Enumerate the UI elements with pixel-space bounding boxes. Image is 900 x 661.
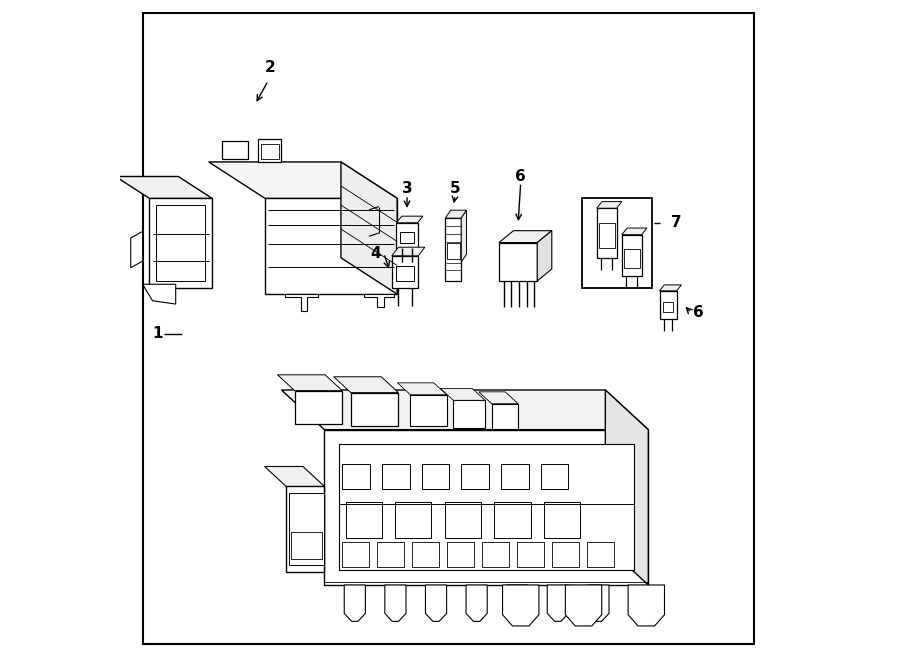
Polygon shape bbox=[446, 210, 466, 218]
Polygon shape bbox=[291, 532, 322, 559]
Polygon shape bbox=[518, 542, 544, 567]
Polygon shape bbox=[541, 463, 568, 488]
Polygon shape bbox=[446, 218, 461, 281]
Polygon shape bbox=[660, 291, 677, 319]
Polygon shape bbox=[282, 390, 648, 430]
Polygon shape bbox=[265, 198, 397, 294]
Polygon shape bbox=[494, 502, 531, 538]
Polygon shape bbox=[628, 585, 664, 626]
Polygon shape bbox=[502, 585, 539, 626]
Polygon shape bbox=[397, 227, 408, 254]
Polygon shape bbox=[395, 502, 431, 538]
Polygon shape bbox=[400, 232, 414, 243]
Text: 1: 1 bbox=[153, 327, 163, 341]
Polygon shape bbox=[392, 247, 425, 256]
Polygon shape bbox=[397, 216, 423, 223]
Polygon shape bbox=[156, 205, 205, 281]
Polygon shape bbox=[622, 228, 647, 235]
Polygon shape bbox=[547, 585, 569, 621]
Text: 3: 3 bbox=[401, 181, 412, 196]
Polygon shape bbox=[377, 542, 404, 567]
Polygon shape bbox=[466, 585, 487, 621]
Polygon shape bbox=[662, 302, 673, 312]
Polygon shape bbox=[115, 176, 212, 198]
Polygon shape bbox=[454, 401, 485, 428]
Polygon shape bbox=[209, 162, 397, 198]
Polygon shape bbox=[265, 467, 324, 486]
Polygon shape bbox=[446, 243, 460, 259]
Polygon shape bbox=[351, 393, 399, 426]
Polygon shape bbox=[342, 463, 370, 488]
Text: 2: 2 bbox=[265, 60, 275, 75]
Polygon shape bbox=[346, 502, 382, 538]
Polygon shape bbox=[491, 404, 518, 429]
Polygon shape bbox=[426, 585, 446, 621]
Polygon shape bbox=[339, 444, 634, 570]
Text: 6: 6 bbox=[516, 169, 526, 184]
Polygon shape bbox=[597, 208, 617, 258]
Polygon shape bbox=[334, 377, 399, 393]
Polygon shape bbox=[582, 198, 652, 288]
Polygon shape bbox=[142, 13, 754, 644]
Text: 7: 7 bbox=[670, 215, 681, 230]
Polygon shape bbox=[398, 383, 446, 395]
Polygon shape bbox=[261, 144, 279, 159]
Polygon shape bbox=[344, 585, 365, 621]
Polygon shape bbox=[290, 493, 324, 565]
Polygon shape bbox=[565, 585, 602, 626]
Polygon shape bbox=[397, 266, 414, 281]
Polygon shape bbox=[382, 463, 410, 488]
Polygon shape bbox=[479, 392, 518, 404]
Polygon shape bbox=[588, 542, 614, 567]
Polygon shape bbox=[142, 284, 176, 304]
Polygon shape bbox=[392, 256, 418, 288]
Polygon shape bbox=[364, 294, 394, 307]
Polygon shape bbox=[286, 486, 324, 572]
Polygon shape bbox=[597, 202, 622, 208]
Polygon shape bbox=[258, 139, 282, 162]
Polygon shape bbox=[544, 502, 580, 538]
Polygon shape bbox=[385, 585, 406, 621]
Polygon shape bbox=[482, 542, 508, 567]
Polygon shape bbox=[277, 375, 342, 391]
Text: 6: 6 bbox=[692, 305, 703, 320]
Polygon shape bbox=[553, 542, 579, 567]
Polygon shape bbox=[588, 585, 609, 621]
Polygon shape bbox=[624, 249, 640, 268]
Polygon shape bbox=[598, 223, 615, 248]
Polygon shape bbox=[284, 294, 318, 311]
Polygon shape bbox=[341, 162, 397, 294]
Polygon shape bbox=[461, 210, 466, 262]
Polygon shape bbox=[342, 542, 369, 567]
Polygon shape bbox=[501, 463, 528, 488]
Polygon shape bbox=[606, 390, 648, 585]
Polygon shape bbox=[294, 391, 342, 424]
Polygon shape bbox=[461, 463, 489, 488]
Text: 5: 5 bbox=[450, 181, 461, 196]
Polygon shape bbox=[410, 395, 446, 426]
Polygon shape bbox=[447, 542, 473, 567]
Polygon shape bbox=[421, 463, 449, 488]
Polygon shape bbox=[622, 235, 642, 276]
Polygon shape bbox=[130, 231, 142, 268]
Polygon shape bbox=[445, 502, 482, 538]
Polygon shape bbox=[537, 231, 552, 281]
Polygon shape bbox=[499, 231, 552, 243]
Text: 4: 4 bbox=[370, 246, 381, 260]
Polygon shape bbox=[499, 243, 537, 281]
Polygon shape bbox=[397, 223, 418, 248]
Polygon shape bbox=[440, 389, 485, 401]
Polygon shape bbox=[324, 430, 648, 585]
Polygon shape bbox=[412, 542, 439, 567]
Polygon shape bbox=[222, 141, 248, 159]
Polygon shape bbox=[149, 198, 212, 288]
Polygon shape bbox=[507, 585, 527, 621]
Polygon shape bbox=[660, 285, 681, 291]
